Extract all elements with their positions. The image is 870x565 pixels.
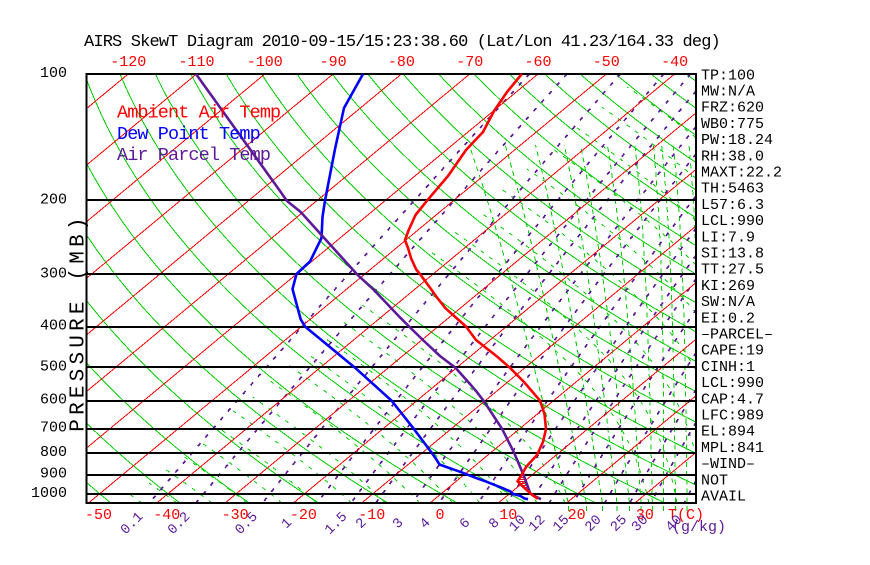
svg-text:PRESSURE (MB): PRESSURE (MB) xyxy=(68,213,91,431)
svg-text:WB0:775: WB0:775 xyxy=(701,116,764,133)
svg-text:700: 700 xyxy=(40,420,67,437)
svg-text:400: 400 xyxy=(40,318,67,335)
svg-text:-90: -90 xyxy=(320,54,347,71)
svg-text:TP:100: TP:100 xyxy=(701,67,755,84)
svg-text:MAXT:22.2: MAXT:22.2 xyxy=(701,165,782,182)
svg-text:-50: -50 xyxy=(85,507,112,524)
svg-text:LI:7.9: LI:7.9 xyxy=(701,229,755,246)
svg-text:(g/kg): (g/kg) xyxy=(672,519,726,536)
svg-text:-80: -80 xyxy=(388,54,415,71)
svg-text:0: 0 xyxy=(435,507,444,524)
svg-text:-110: -110 xyxy=(178,54,214,71)
svg-text:500: 500 xyxy=(40,358,67,375)
svg-text:L57:6.3: L57:6.3 xyxy=(701,197,764,214)
svg-text:SW:N/A: SW:N/A xyxy=(701,294,755,311)
svg-text:AVAIL: AVAIL xyxy=(701,489,746,506)
svg-text:–WIND–: –WIND– xyxy=(701,456,755,473)
svg-text:LCL:990: LCL:990 xyxy=(701,213,764,230)
svg-text:FRZ:620: FRZ:620 xyxy=(701,100,764,117)
svg-text:AIRS SkewT Diagram 2010-09-15/: AIRS SkewT Diagram 2010-09-15/15:23:38.6… xyxy=(84,33,720,52)
svg-text:-120: -120 xyxy=(110,54,146,71)
svg-text:LCL:990: LCL:990 xyxy=(701,375,764,392)
svg-text:Ambient Air Temp: Ambient Air Temp xyxy=(117,103,280,124)
svg-text:CAP:4.7: CAP:4.7 xyxy=(701,391,764,408)
svg-text:900: 900 xyxy=(40,466,67,483)
svg-text:-20: -20 xyxy=(290,507,317,524)
svg-text:EL:894: EL:894 xyxy=(701,424,755,441)
svg-text:-50: -50 xyxy=(593,54,620,71)
svg-text:-100: -100 xyxy=(247,54,283,71)
svg-text:Dew Point Temp: Dew Point Temp xyxy=(117,124,260,145)
svg-text:-10: -10 xyxy=(358,507,385,524)
svg-text:T(C): T(C) xyxy=(668,507,704,524)
svg-text:Air Parcel Temp: Air Parcel Temp xyxy=(117,145,270,166)
svg-text:10: 10 xyxy=(499,507,517,524)
svg-text:1000: 1000 xyxy=(31,485,67,502)
svg-text:LFC:989: LFC:989 xyxy=(701,408,764,425)
svg-text:-30: -30 xyxy=(222,507,249,524)
svg-text:–PARCEL–: –PARCEL– xyxy=(701,327,773,344)
svg-text:30: 30 xyxy=(636,507,654,524)
svg-text:600: 600 xyxy=(40,392,67,409)
svg-text:NOT: NOT xyxy=(701,472,728,489)
svg-text:800: 800 xyxy=(40,444,67,461)
svg-text:-40: -40 xyxy=(153,507,180,524)
svg-text:300: 300 xyxy=(40,265,67,282)
svg-text:-60: -60 xyxy=(524,54,551,71)
svg-text:-40: -40 xyxy=(661,54,688,71)
svg-text:RH:38.0: RH:38.0 xyxy=(701,148,764,165)
svg-text:200: 200 xyxy=(40,191,67,208)
svg-text:MPL:841: MPL:841 xyxy=(701,440,764,457)
svg-text:SI:13.8: SI:13.8 xyxy=(701,246,764,263)
svg-text:TH:5463: TH:5463 xyxy=(701,181,764,198)
svg-text:-70: -70 xyxy=(456,54,483,71)
svg-text:20: 20 xyxy=(568,507,586,524)
svg-text:CINH:1: CINH:1 xyxy=(701,359,755,376)
svg-text:KI:269: KI:269 xyxy=(701,278,755,295)
svg-text:TT:27.5: TT:27.5 xyxy=(701,262,764,279)
svg-text:CAPE:19: CAPE:19 xyxy=(701,343,764,360)
svg-text:PW:18.24: PW:18.24 xyxy=(701,132,773,149)
svg-text:100: 100 xyxy=(40,65,67,82)
svg-text:MW:N/A: MW:N/A xyxy=(701,84,755,101)
svg-text:EI:0.2: EI:0.2 xyxy=(701,310,755,327)
